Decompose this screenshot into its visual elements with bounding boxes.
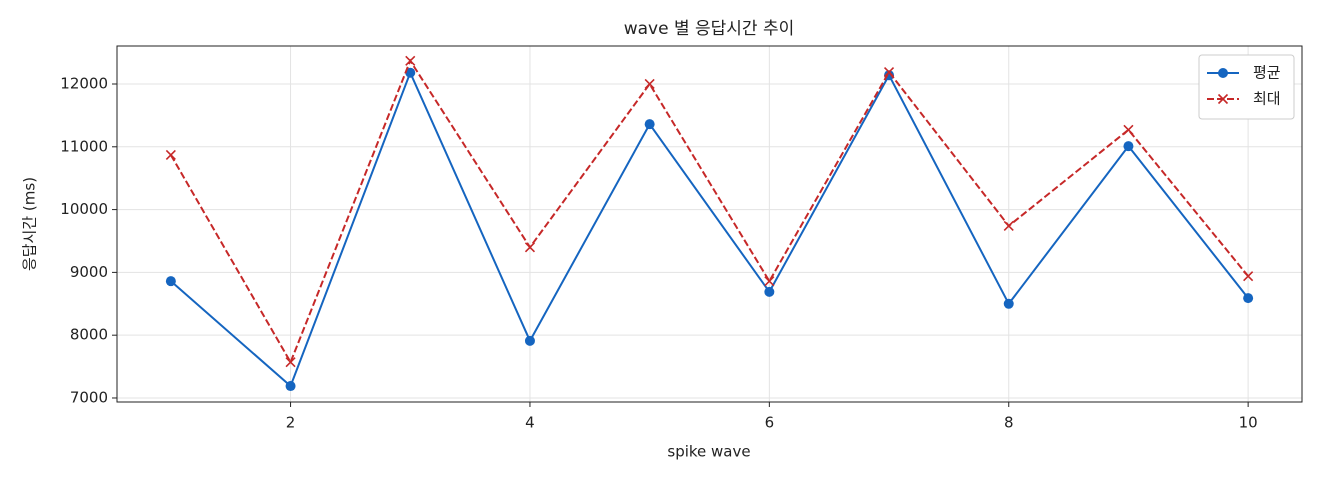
x-tick-label: 8 — [1004, 414, 1014, 432]
y-tick-label: 9000 — [70, 263, 108, 281]
y-tick-label: 11000 — [60, 137, 108, 155]
y-tick-label: 12000 — [60, 74, 108, 92]
x-tick-label: 6 — [765, 414, 775, 432]
marker — [524, 335, 535, 346]
marker — [883, 66, 895, 78]
marker — [524, 242, 536, 253]
marker — [764, 276, 775, 287]
marker — [1243, 293, 1254, 304]
marker — [1003, 298, 1014, 309]
x-tick-label: 10 — [1239, 414, 1258, 432]
marker — [1123, 141, 1134, 152]
y-axis-label: 응답시간 (ms) — [21, 177, 39, 271]
marker — [1003, 220, 1014, 231]
legend-marker — [1217, 93, 1229, 105]
x-axis-label: spike wave — [667, 443, 750, 461]
marker — [764, 286, 775, 297]
marker — [1243, 271, 1254, 282]
y-tick-label: 7000 — [70, 388, 108, 406]
marker — [644, 78, 655, 90]
y-tick-label: 8000 — [70, 326, 108, 344]
marker — [644, 119, 655, 130]
marker — [285, 381, 296, 392]
plot-frame — [116, 45, 1303, 403]
marker — [165, 149, 176, 161]
marker — [285, 357, 296, 368]
marker — [405, 67, 416, 78]
legend-marker — [1218, 68, 1228, 78]
chart-title: wave 별 응답시간 추이 — [624, 19, 795, 39]
legend-label: 평균 — [1253, 64, 1281, 82]
legend-label: 최대 — [1253, 90, 1281, 108]
marker — [165, 276, 176, 287]
x-tick-label: 2 — [286, 414, 296, 432]
marker — [1123, 124, 1134, 135]
marker — [405, 55, 416, 66]
y-tick-label: 10000 — [60, 200, 108, 218]
x-tick-label: 4 — [525, 414, 535, 432]
series-line — [169, 58, 1249, 365]
series-line — [170, 70, 1249, 388]
